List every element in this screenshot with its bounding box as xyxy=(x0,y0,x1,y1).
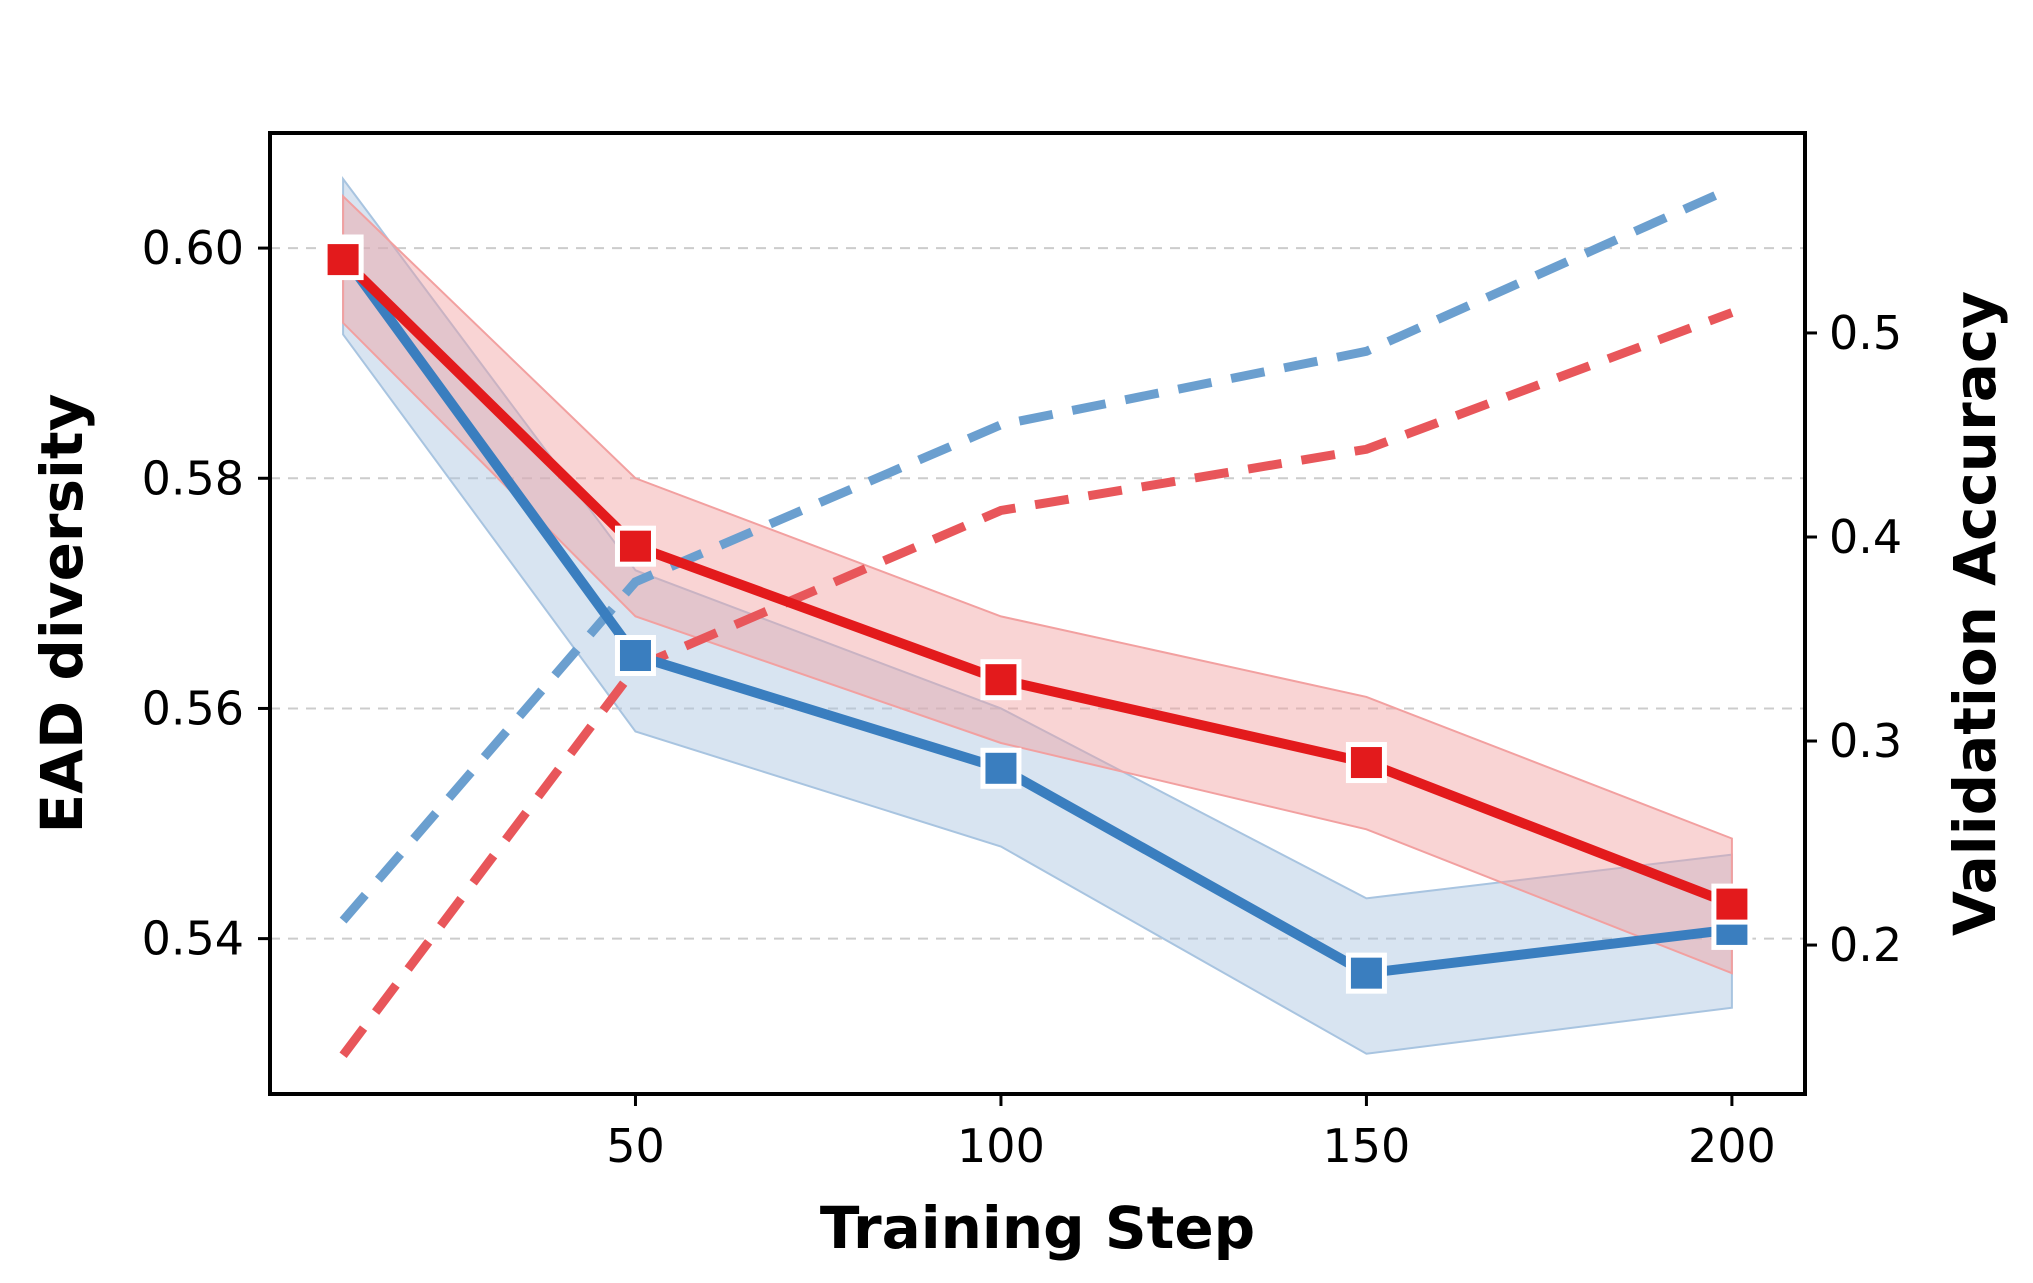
marker-blue xyxy=(1345,952,1387,994)
x-tick-label: 200 xyxy=(1688,1119,1776,1173)
marker-blue xyxy=(980,747,1022,789)
y-axis-label: EAD diversity xyxy=(28,394,96,834)
x-tick-label: 50 xyxy=(606,1119,665,1173)
band-blue xyxy=(342,176,1733,1055)
axis-ticks: 50 100 150 200 0.54 0.56 0.58 0.60 0.2 0.3 0.4 0.5 xyxy=(142,221,1903,1173)
y-tick-label: 0.56 xyxy=(142,681,244,735)
x-tick-label: 150 xyxy=(1323,1119,1411,1173)
confidence-bands xyxy=(342,176,1733,1055)
line-blue-dashed xyxy=(339,183,1734,924)
y2-tick-label: 0.2 xyxy=(1829,918,1902,972)
marker-red xyxy=(1345,742,1387,784)
y2-tick-label: 0.5 xyxy=(1829,306,1902,360)
series-markers xyxy=(322,234,1753,994)
x-axis-label: Training Step xyxy=(820,1194,1255,1262)
marker-red xyxy=(1711,883,1753,925)
y-tick-label: 0.58 xyxy=(142,451,244,505)
y2-axis-label: Validation Accuracy xyxy=(1941,291,2009,936)
x-tick-label: 100 xyxy=(957,1119,1045,1173)
marker-red xyxy=(322,239,364,281)
y-tick-label: 0.60 xyxy=(142,221,244,275)
marker-blue xyxy=(614,635,656,677)
plot-frame xyxy=(268,131,1807,1096)
y-tick-label: 0.54 xyxy=(142,912,244,966)
y2-tick-label: 0.4 xyxy=(1829,510,1902,564)
line-red-dashed xyxy=(339,308,1734,1058)
y2-tick-label: 0.3 xyxy=(1829,714,1902,768)
marker-red xyxy=(614,525,656,567)
marker-red xyxy=(980,659,1022,701)
